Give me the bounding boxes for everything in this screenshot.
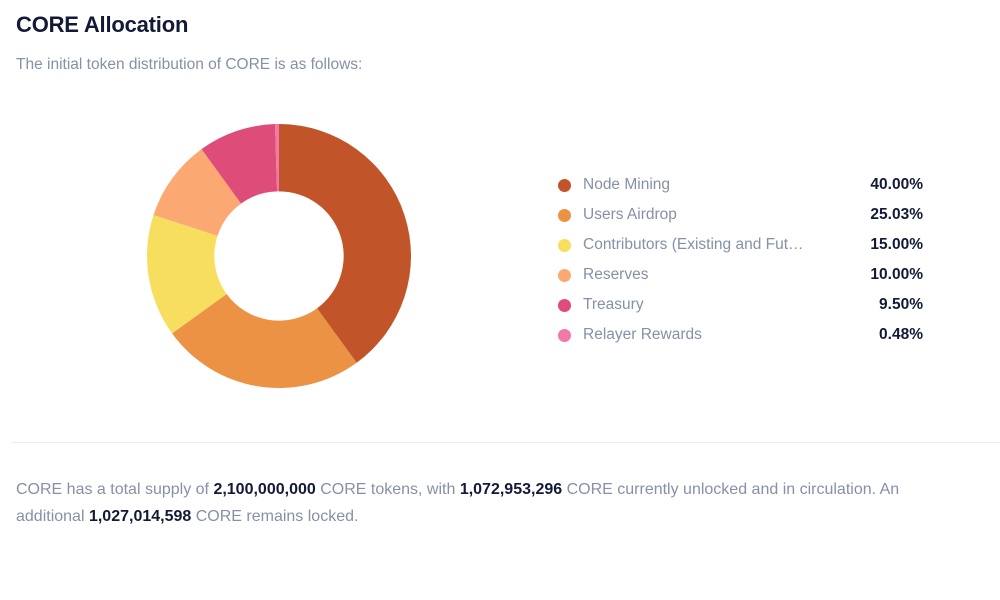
legend-item-label: Contributors (Existing and Fut… <box>583 236 804 253</box>
unlocked-supply-value: 1,072,953,296 <box>459 481 563 498</box>
chart-legend: Node Mining 40.00% Users Airdrop 25.03% Cont… <box>558 170 958 350</box>
legend-color-swatch-icon <box>558 178 571 192</box>
donut-slice[interactable] <box>172 293 357 388</box>
locked-supply-value: 1,027,014,598 <box>88 508 192 525</box>
supply-note-text-2: CORE tokens, with <box>315 481 460 498</box>
legend-color-swatch-icon <box>558 328 571 342</box>
legend-item-value: 40.00% <box>870 176 923 193</box>
legend-item[interactable]: Users Airdrop 25.03% <box>558 200 958 230</box>
legend-item-label: Reserves <box>583 266 649 283</box>
legend-item-value: 0.48% <box>879 326 923 343</box>
donut-slice[interactable] <box>147 215 227 334</box>
legend-item-value: 25.03% <box>870 206 923 223</box>
legend-item-label: Treasury <box>583 296 644 313</box>
legend-item[interactable]: Node Mining 40.00% <box>558 170 958 200</box>
supply-note-text-3: CORE currently unlocked and in circulati… <box>16 481 900 525</box>
donut-slice[interactable] <box>279 124 411 363</box>
legend-color-swatch-icon <box>558 268 571 282</box>
page-subtitle: The initial token distribution of CORE i… <box>16 56 363 73</box>
legend-item-value: 10.00% <box>870 266 923 283</box>
allocation-chart: Node Mining 40.00% Users Airdrop 25.03% Cont… <box>0 100 1000 430</box>
donut-slice[interactable] <box>275 124 279 192</box>
legend-item-label: Node Mining <box>583 176 671 193</box>
legend-item[interactable]: Contributors (Existing and Fut… 15.00% <box>558 230 958 260</box>
donut-chart <box>147 124 411 388</box>
supply-note-text-1: CORE has a total supply of <box>16 481 214 498</box>
legend-item-label: Relayer Rewards <box>583 326 702 343</box>
legend-color-swatch-icon <box>558 238 571 252</box>
legend-item[interactable]: Reserves 10.00% <box>558 260 958 290</box>
donut-chart-svg <box>147 124 411 388</box>
supply-note: CORE has a total supply of 2,100,000,000… <box>16 476 968 530</box>
legend-item-value: 15.00% <box>870 236 923 253</box>
donut-slice[interactable] <box>153 149 242 236</box>
supply-note-text-4: CORE remains locked. <box>191 508 359 525</box>
total-supply-value: 2,100,000,000 <box>213 481 316 498</box>
legend-item[interactable]: Treasury 9.50% <box>558 290 958 320</box>
legend-item[interactable]: Relayer Rewards 0.48% <box>558 320 958 350</box>
legend-color-swatch-icon <box>558 298 571 312</box>
page-title: CORE Allocation <box>16 12 189 37</box>
donut-slice-group <box>147 124 411 388</box>
section-divider <box>12 442 1000 443</box>
donut-slice[interactable] <box>201 124 278 204</box>
legend-color-swatch-icon <box>558 208 571 222</box>
legend-item-value: 9.50% <box>879 296 923 313</box>
legend-item-label: Users Airdrop <box>583 206 677 223</box>
